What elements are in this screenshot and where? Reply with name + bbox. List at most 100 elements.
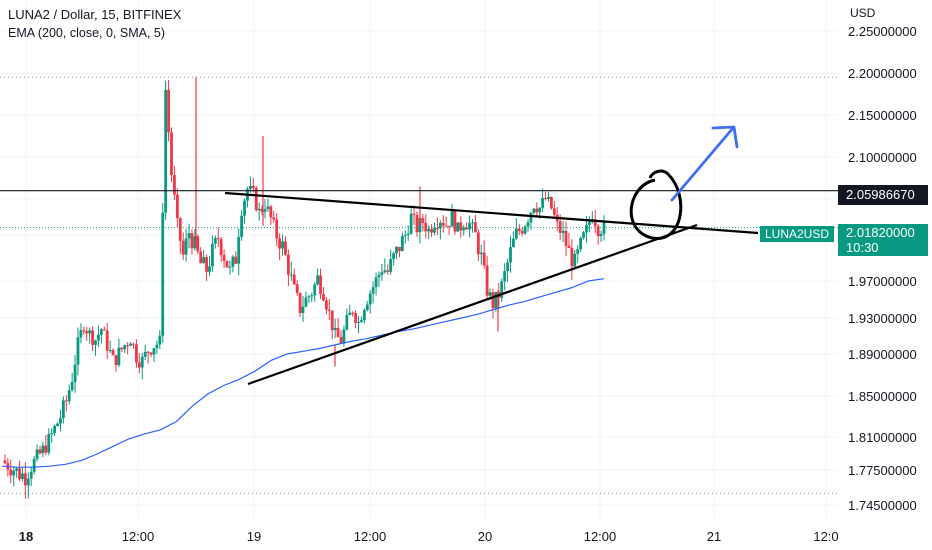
candles <box>3 77 606 499</box>
candle <box>462 224 466 236</box>
candle <box>6 458 10 477</box>
candle <box>146 351 150 364</box>
y-tick-label: 1.97000000 <box>848 274 917 289</box>
candle <box>383 258 387 274</box>
candle <box>272 210 276 224</box>
candle <box>67 384 71 405</box>
candle <box>509 235 512 273</box>
candle <box>76 327 80 376</box>
x-tick-label: 12:00 <box>122 529 155 544</box>
candle <box>12 467 16 487</box>
candle <box>91 326 94 352</box>
candle <box>120 347 124 353</box>
candle <box>21 467 24 482</box>
lower-trendline[interactable] <box>247 223 698 386</box>
candle <box>102 326 106 331</box>
x-tick-label: 20 <box>478 529 492 544</box>
candle <box>433 222 436 236</box>
candle <box>307 294 311 303</box>
candle <box>231 255 235 273</box>
candle <box>155 340 159 355</box>
candle <box>368 290 372 314</box>
candle <box>190 229 194 255</box>
chart-legend: LUNA2 / Dollar, 15, BITFINEX EMA (200, c… <box>8 6 181 42</box>
candle <box>47 428 51 456</box>
candle <box>310 292 314 303</box>
candle <box>360 316 363 323</box>
candle <box>32 455 36 475</box>
candle <box>392 251 395 266</box>
candle <box>491 288 495 319</box>
candle <box>339 330 343 345</box>
x-axis[interactable]: 18 12:00 19 12:00 20 12:00 21 12:0 <box>19 529 839 544</box>
candle <box>73 354 77 393</box>
grid <box>0 0 838 520</box>
x-tick-label: 21 <box>707 529 721 544</box>
candle <box>544 191 547 201</box>
candle <box>436 217 439 235</box>
candle <box>35 444 39 462</box>
candle <box>123 344 127 353</box>
candle <box>529 211 533 230</box>
candle <box>582 230 585 240</box>
candle <box>357 316 360 334</box>
currency-label: USD <box>850 6 876 20</box>
candle <box>281 234 284 256</box>
upper-trendline[interactable] <box>224 191 759 235</box>
breakout-arrow[interactable] <box>670 125 739 202</box>
candle <box>88 327 92 344</box>
candle <box>129 341 132 346</box>
candle <box>94 339 97 356</box>
candle <box>70 372 74 392</box>
candle <box>336 318 340 338</box>
candle <box>301 295 305 322</box>
candle <box>415 211 419 237</box>
candle <box>251 177 255 193</box>
candle <box>365 300 369 312</box>
candle <box>26 472 30 499</box>
candle <box>541 188 545 213</box>
y-tick-label: 2.10000000 <box>848 150 917 165</box>
candle <box>266 198 270 213</box>
candle <box>564 221 568 256</box>
x-tick-label: 12:0 <box>813 529 838 544</box>
candle <box>371 281 375 304</box>
y-tick-label: 1.74500000 <box>848 498 917 513</box>
candle <box>3 454 7 465</box>
candle <box>164 80 168 221</box>
candle <box>386 264 390 275</box>
candle <box>523 224 527 236</box>
candle <box>590 211 594 224</box>
candle <box>275 213 279 247</box>
candle <box>403 230 407 244</box>
candle <box>374 272 378 296</box>
candle <box>82 326 86 335</box>
ellipse[interactable] <box>629 169 683 240</box>
candle <box>409 205 413 235</box>
candle <box>587 216 591 233</box>
candle <box>222 249 226 268</box>
candle <box>526 219 530 232</box>
candle <box>465 222 469 230</box>
candle <box>196 234 200 255</box>
candle <box>99 327 103 344</box>
candle <box>23 462 27 499</box>
candle <box>199 247 203 264</box>
candle <box>205 254 208 281</box>
y-tick-label: 1.89000000 <box>848 347 917 362</box>
candle <box>15 467 19 478</box>
candle <box>456 222 460 232</box>
candle <box>298 292 302 317</box>
candle <box>377 271 381 287</box>
candle <box>108 340 112 354</box>
candle <box>474 214 477 233</box>
legend-title: LUNA2 / Dollar, 15, BITFINEX <box>8 7 182 22</box>
candle <box>228 260 232 275</box>
candle <box>316 268 320 286</box>
y-axis[interactable]: 2.25000000 2.20000000 2.15000000 2.10000000… <box>848 24 917 513</box>
candle <box>579 236 583 253</box>
candle <box>500 278 504 302</box>
candle <box>348 304 352 316</box>
candle <box>260 205 264 216</box>
